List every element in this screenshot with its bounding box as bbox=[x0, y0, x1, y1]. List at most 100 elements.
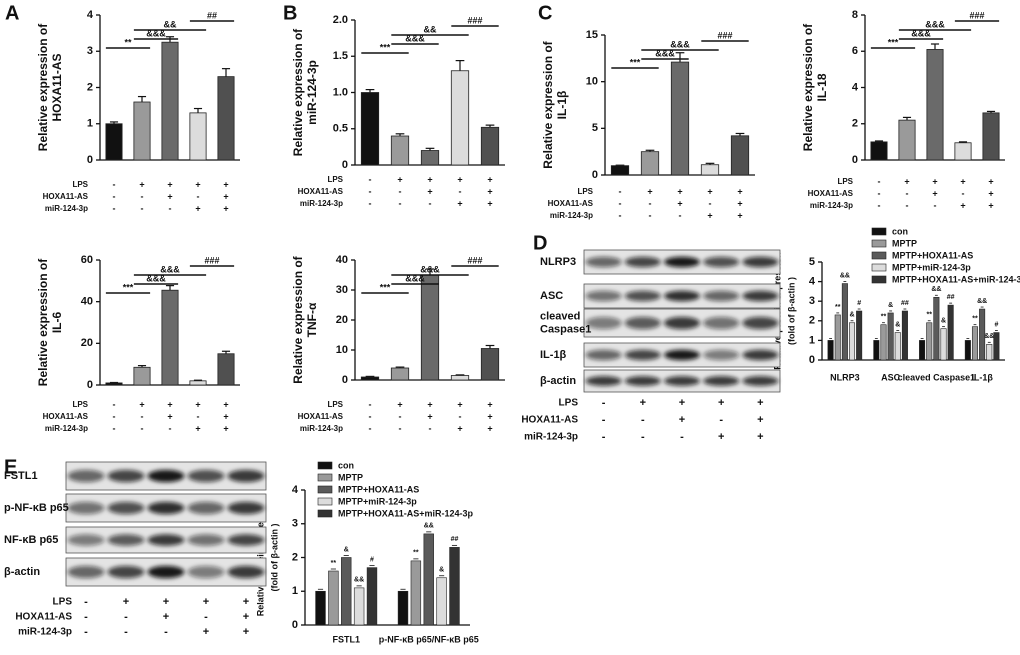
significance-label: ### bbox=[467, 15, 482, 25]
legend-swatch bbox=[871, 263, 887, 272]
y-tick-label: 3 bbox=[87, 45, 93, 57]
condition-mark: - bbox=[399, 198, 402, 208]
condition-mark: - bbox=[113, 399, 116, 409]
significance-label: ## bbox=[947, 294, 955, 301]
condition-mark: + bbox=[427, 399, 432, 409]
condition-mark: - bbox=[84, 596, 88, 608]
significance-label: &&& bbox=[655, 48, 675, 58]
significance-label: &&& bbox=[160, 264, 180, 274]
condition-mark: - bbox=[934, 200, 937, 210]
bar bbox=[133, 101, 151, 161]
condition-mark: + bbox=[487, 198, 492, 208]
condition-label: HOXA11-AS bbox=[15, 612, 72, 623]
x-tick-label: cleaved Caspase1 bbox=[898, 372, 976, 382]
condition-mark: + bbox=[223, 423, 228, 433]
condition-mark: + bbox=[163, 611, 169, 623]
blot-band bbox=[585, 376, 622, 386]
blot-band bbox=[187, 565, 225, 579]
condition-mark: + bbox=[737, 210, 742, 220]
legend-swatch bbox=[317, 473, 333, 482]
blot-band bbox=[624, 316, 661, 330]
y-tick-label: 0.5 bbox=[333, 123, 348, 135]
bar bbox=[610, 165, 630, 176]
significance-label: &&& bbox=[911, 28, 931, 38]
blot-band bbox=[147, 534, 185, 546]
condition-mark: + bbox=[243, 626, 249, 638]
y-tick-label: 10 bbox=[586, 76, 598, 88]
y-axis-label: miR-124-3p bbox=[305, 60, 319, 125]
bar bbox=[954, 142, 972, 161]
condition-mark: - bbox=[141, 203, 144, 213]
bar bbox=[926, 322, 933, 361]
condition-mark: + bbox=[223, 399, 228, 409]
condition-mark: + bbox=[988, 200, 993, 210]
condition-mark: + bbox=[123, 596, 129, 608]
panel-letter: E bbox=[4, 456, 17, 478]
condition-label: HOXA11-AS bbox=[43, 192, 89, 201]
blot-band bbox=[703, 349, 740, 361]
band-label: β-actin bbox=[4, 566, 40, 578]
blot-band bbox=[107, 501, 145, 515]
condition-mark: + bbox=[223, 203, 228, 213]
condition-mark: + bbox=[457, 423, 462, 433]
y-tick-label: 2 bbox=[852, 118, 858, 130]
bar bbox=[449, 547, 460, 626]
condition-label: miR-124-3p bbox=[45, 424, 88, 433]
bar bbox=[360, 92, 380, 166]
condition-mark: - bbox=[709, 198, 712, 208]
bar bbox=[420, 274, 440, 381]
y-tick-label: 4 bbox=[852, 81, 859, 93]
condition-mark: - bbox=[141, 411, 144, 421]
y-tick-label: 30 bbox=[336, 284, 348, 296]
condition-mark: - bbox=[459, 411, 462, 421]
legend-swatch bbox=[871, 239, 887, 248]
y-tick-label: 20 bbox=[336, 314, 348, 326]
condition-mark: - bbox=[141, 191, 144, 201]
condition-mark: + bbox=[757, 397, 763, 409]
x-tick-label: FSTL1 bbox=[332, 634, 360, 644]
condition-mark: + bbox=[988, 188, 993, 198]
condition-label: HOXA11-AS bbox=[548, 199, 594, 208]
condition-mark: - bbox=[602, 397, 606, 409]
y-tick-label: 8 bbox=[852, 9, 858, 21]
blot-band bbox=[187, 534, 225, 546]
condition-mark: + bbox=[757, 431, 763, 443]
condition-mark: - bbox=[906, 200, 909, 210]
blot-band bbox=[67, 501, 105, 515]
condition-mark: - bbox=[619, 210, 622, 220]
bar bbox=[887, 312, 894, 361]
condition-mark: - bbox=[197, 191, 200, 201]
y-tick-label: 3 bbox=[292, 518, 298, 530]
x-tick-label: p-NF-κB p65/NF-κB p65 bbox=[379, 634, 479, 644]
x-tick-label: IL-1β bbox=[971, 372, 993, 382]
condition-mark: + bbox=[167, 179, 172, 189]
bar bbox=[982, 112, 1000, 161]
significance-label: # bbox=[857, 300, 861, 307]
bar bbox=[341, 557, 352, 626]
condition-mark: + bbox=[757, 414, 763, 426]
condition-mark: + bbox=[243, 611, 249, 623]
condition-mark: + bbox=[167, 191, 172, 201]
bar bbox=[480, 126, 500, 166]
blot-band bbox=[663, 316, 701, 330]
condition-mark: - bbox=[878, 176, 881, 186]
blot-band bbox=[107, 469, 145, 483]
significance-label: && bbox=[354, 577, 364, 584]
x-tick-label: ASC bbox=[881, 372, 901, 382]
legend-swatch bbox=[871, 275, 887, 284]
y-tick-label: 5 bbox=[592, 122, 598, 134]
significance-label: ### bbox=[969, 10, 984, 20]
bar bbox=[450, 375, 470, 381]
significance-label: # bbox=[370, 556, 374, 563]
condition-mark: - bbox=[84, 611, 88, 623]
y-tick-label: 5 bbox=[809, 256, 815, 268]
y-tick-label: 3 bbox=[809, 295, 815, 307]
condition-mark: - bbox=[169, 203, 172, 213]
bar bbox=[880, 324, 887, 361]
condition-mark: + bbox=[195, 179, 200, 189]
significance-label: ** bbox=[124, 37, 132, 47]
significance-label: ** bbox=[972, 316, 978, 323]
condition-mark: + bbox=[223, 411, 228, 421]
band-label: Caspase1 bbox=[540, 323, 591, 335]
y-axis-label: Relative expression of bbox=[291, 255, 305, 383]
